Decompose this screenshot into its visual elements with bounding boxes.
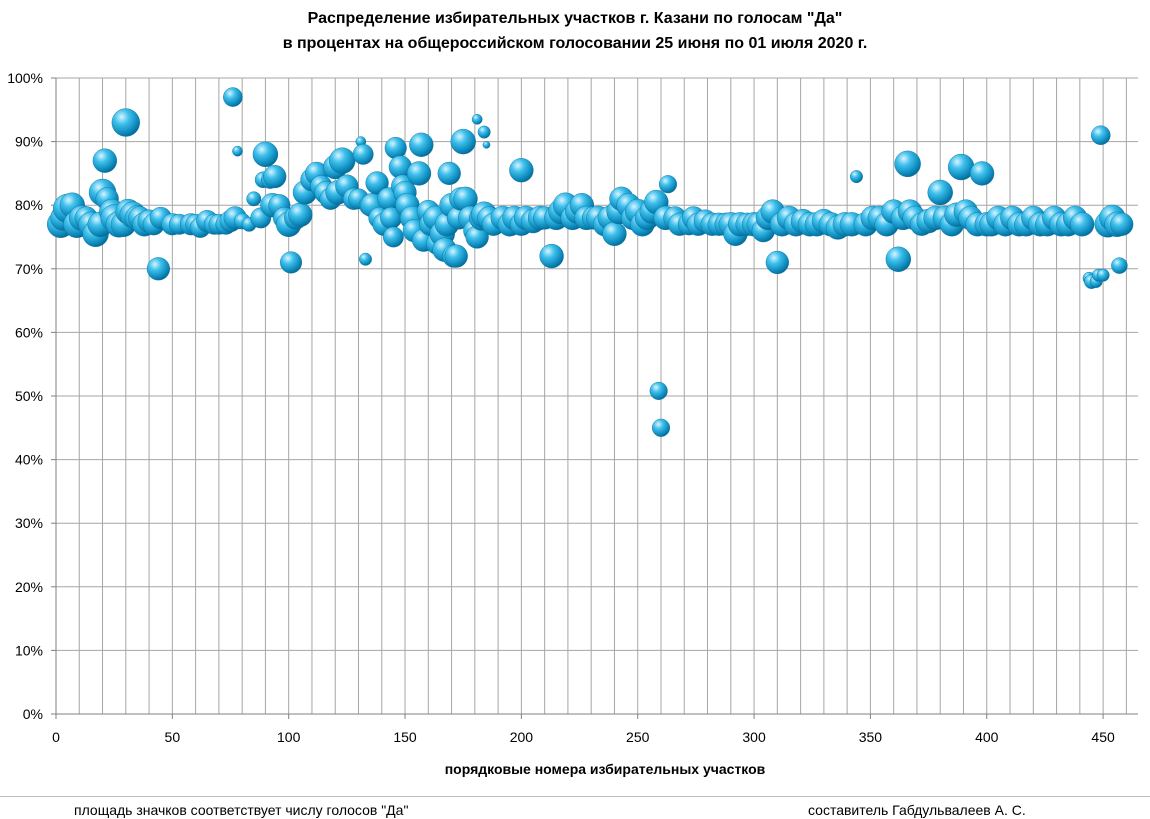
data-bubble [232, 145, 243, 157]
data-bubble [406, 161, 432, 186]
x-tick-label: 350 [859, 729, 883, 745]
data-bubble [885, 246, 912, 272]
data-bubble [246, 191, 262, 207]
x-tick-label: 150 [393, 729, 417, 745]
y-tick-label: 90% [15, 134, 43, 150]
data-bubble [280, 251, 303, 274]
data-bubble [651, 418, 671, 437]
data-bubble [450, 128, 476, 155]
data-bubble [482, 140, 491, 149]
x-tick-label: 400 [975, 729, 999, 745]
data-bubble [359, 252, 372, 266]
y-tick-label: 10% [15, 642, 43, 658]
y-tick-label: 40% [15, 452, 43, 468]
data-bubble [329, 147, 356, 174]
data-bubble [969, 161, 995, 186]
footer-divider [0, 796, 1150, 797]
data-bubble [437, 161, 461, 185]
y-tick-label: 80% [15, 197, 43, 213]
data-bubble [658, 175, 677, 194]
data-bubble [477, 125, 491, 139]
data-bubble [223, 87, 243, 107]
footnote-author: составитель Габдульвалеев А. С. [808, 802, 1026, 818]
data-bubble [602, 221, 627, 246]
y-tick-labels: 0% 10% 20% 30% 40% 50% 60% 70% 80% 90% 100% [7, 70, 43, 722]
data-bubble [927, 179, 953, 206]
data-bubble [92, 148, 118, 173]
x-tick-label: 300 [742, 729, 766, 745]
y-tick-label: 0% [23, 706, 43, 722]
x-tick-label: 200 [510, 729, 534, 745]
data-bubble [539, 243, 564, 269]
y-tick-label: 70% [15, 261, 43, 277]
footnote-size-legend: площадь значков соответствует числу голо… [74, 802, 409, 818]
x-tick-label: 450 [1091, 729, 1115, 745]
data-bubble [649, 381, 668, 400]
x-tick-label: 250 [626, 729, 650, 745]
data-bubble [263, 164, 287, 189]
data-bubble [111, 108, 140, 137]
y-tick-label: 100% [7, 70, 43, 86]
y-tick-label: 30% [15, 515, 43, 531]
data-bubble [383, 226, 404, 248]
x-tick-labels: 0 50 100 150 200 250 300 350 400 450 [52, 729, 1115, 745]
x-tick-label: 50 [165, 729, 181, 745]
data-bubble [409, 132, 434, 157]
data-bubble [894, 150, 921, 178]
data-bubble [765, 250, 789, 275]
data-bubble [947, 153, 975, 181]
data-bubble [365, 171, 389, 195]
data-bubble [1111, 257, 1128, 274]
data-bubble [352, 143, 374, 165]
data-bubbles [46, 87, 1134, 437]
data-bubble [252, 141, 279, 167]
data-bubble [471, 114, 483, 125]
data-bubble [384, 136, 407, 159]
x-tick-label: 0 [52, 729, 60, 745]
data-bubble [850, 170, 863, 184]
y-tick-label: 50% [15, 388, 43, 404]
horizontal-gridlines [56, 77, 1138, 651]
x-axis-label: порядковые номера избирательных участков [444, 761, 766, 777]
data-bubble [288, 202, 313, 227]
chart-subtitle: в процентах на общероссийском голосовани… [282, 35, 868, 52]
data-bubble [1070, 212, 1095, 237]
data-bubble [1110, 212, 1134, 236]
y-tick-label: 60% [15, 324, 43, 340]
x-tick-label: 100 [277, 729, 301, 745]
data-bubble [1096, 268, 1110, 282]
data-bubble [1091, 125, 1111, 145]
data-bubble [509, 158, 534, 183]
chart-title: Распределение избирательных участков г. … [307, 10, 843, 27]
bubble-chart: 0% 10% 20% 30% 40% 50% 60% 70% 80% 90% 100% 0 50 100… [7, 70, 1138, 745]
data-bubble [146, 257, 170, 281]
data-bubble [444, 244, 468, 268]
y-tick-label: 20% [15, 579, 43, 595]
